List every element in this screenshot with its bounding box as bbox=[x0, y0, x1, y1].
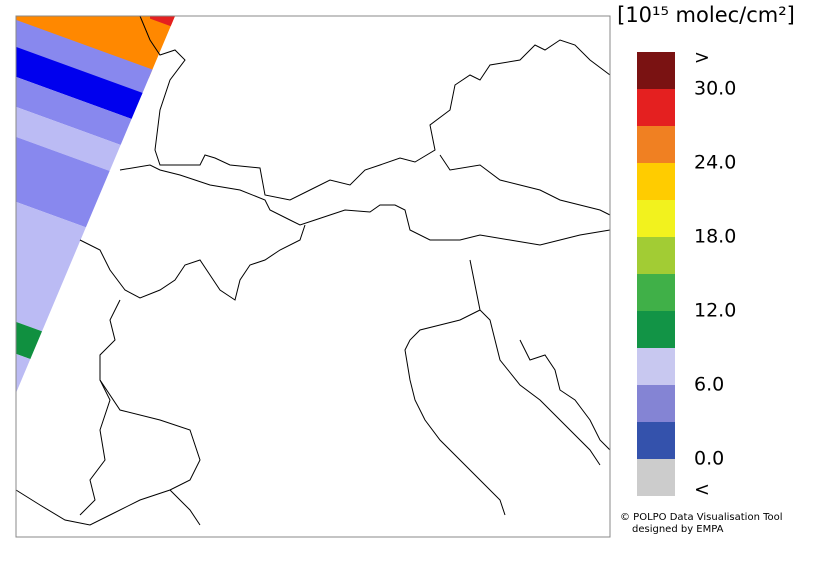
borders bbox=[15, 15, 611, 526]
legend-swatch bbox=[637, 89, 675, 126]
legend-label: 0.0 bbox=[694, 448, 724, 470]
legend-swatch bbox=[637, 163, 675, 200]
legend-swatch bbox=[637, 385, 675, 422]
footer-line: © POLPO Data Visualisation Tool bbox=[620, 512, 783, 523]
legend-swatch bbox=[637, 126, 675, 163]
legend-label: 18.0 bbox=[694, 226, 736, 248]
legend-swatch bbox=[637, 274, 675, 311]
legend-label: 24.0 bbox=[694, 152, 736, 174]
satellite-swath bbox=[16, 16, 175, 393]
legend-label: 30.0 bbox=[694, 78, 736, 100]
legend-swatch bbox=[637, 348, 675, 385]
legend-label: > bbox=[694, 47, 710, 69]
legend-label: 6.0 bbox=[694, 374, 724, 396]
legend-swatch bbox=[637, 52, 675, 89]
legend-swatch bbox=[637, 200, 675, 237]
colorbar: >30.0 24.0 18.0 12.0 6.0 0.0 < bbox=[637, 47, 736, 501]
legend-swatch bbox=[637, 459, 675, 496]
map-frame bbox=[15, 15, 611, 538]
footer-line: designed by EMPA bbox=[632, 524, 724, 535]
legend-swatch bbox=[637, 237, 675, 274]
legend-title: [10¹⁵ molec/cm²] bbox=[617, 3, 795, 27]
legend-label: < bbox=[694, 479, 710, 501]
legend-label: 12.0 bbox=[694, 300, 736, 322]
legend-swatch bbox=[637, 422, 675, 459]
legend-swatch bbox=[637, 311, 675, 348]
